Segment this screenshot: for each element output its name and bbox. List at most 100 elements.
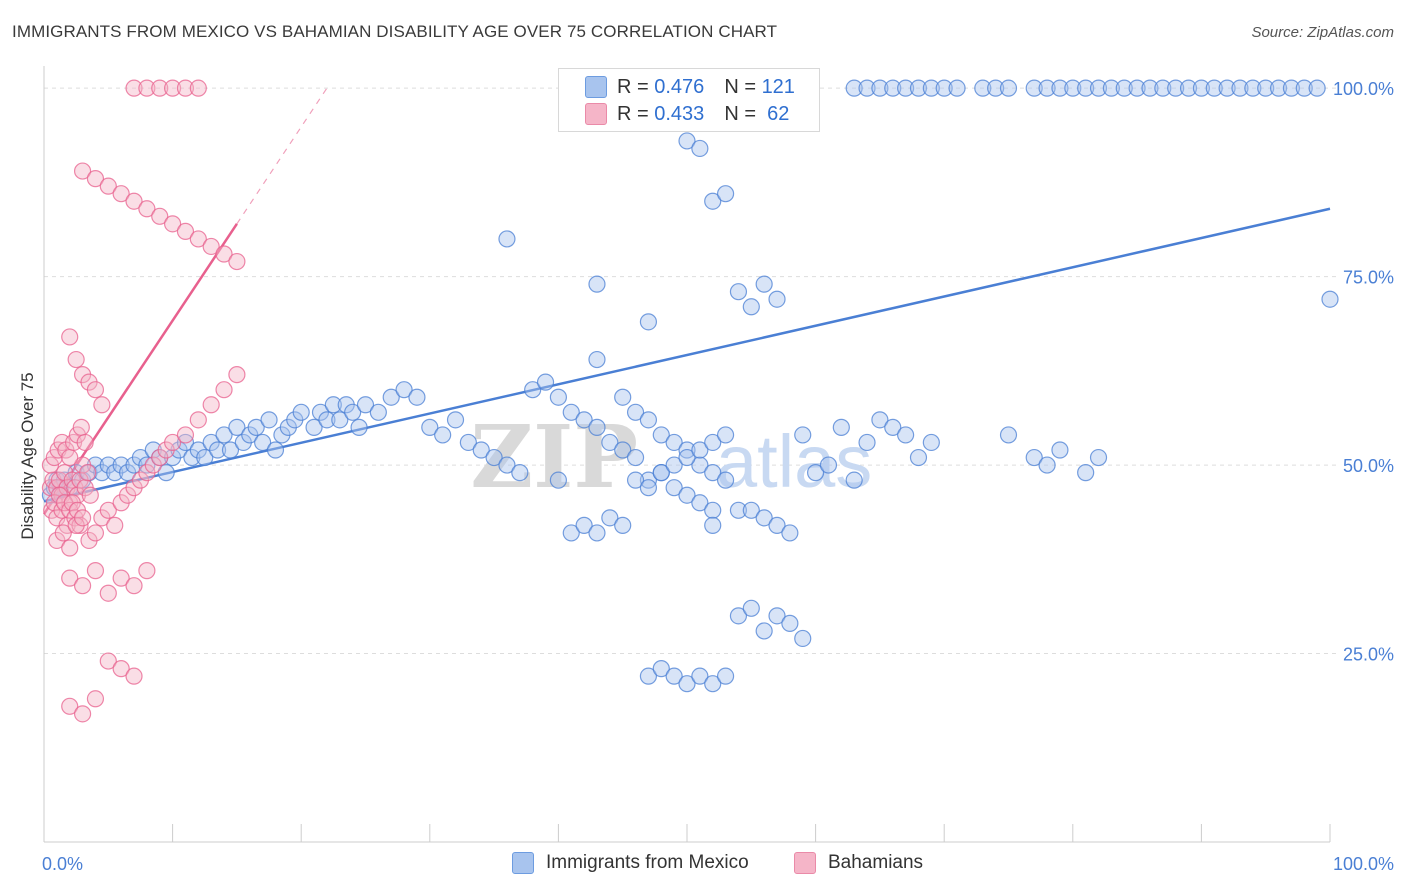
legend-n-value: 62 xyxy=(767,102,790,125)
point-bahamians xyxy=(73,162,92,180)
point-mexico xyxy=(1077,79,1095,97)
point-mexico xyxy=(678,486,696,504)
point-mexico xyxy=(1308,79,1326,97)
point-mexico xyxy=(215,426,233,444)
point-mexico xyxy=(665,667,683,685)
point-mexico xyxy=(704,464,722,482)
point-mexico xyxy=(768,290,786,308)
point-mexico xyxy=(1295,79,1313,97)
point-mexico xyxy=(318,411,336,429)
point-mexico xyxy=(704,192,722,210)
point-mexico xyxy=(897,79,915,97)
point-mexico xyxy=(665,456,683,474)
point-bahamians xyxy=(61,539,79,557)
point-mexico xyxy=(1244,79,1262,97)
point-bahamians xyxy=(99,652,117,670)
point-mexico xyxy=(845,471,863,489)
point-bahamians xyxy=(81,486,99,504)
point-bahamians xyxy=(164,79,182,97)
legend-row-mexico: R = 0.476 N = 121 xyxy=(585,75,795,99)
point-mexico xyxy=(1077,464,1095,482)
point-mexico xyxy=(897,426,915,444)
point-mexico xyxy=(485,448,503,467)
bottom-legend-label-bahamians: Bahamians xyxy=(828,852,924,873)
point-mexico xyxy=(768,516,786,534)
point-mexico xyxy=(781,524,799,542)
point-mexico xyxy=(1051,441,1069,459)
y-tick-label: 75.0% xyxy=(1343,268,1394,288)
point-mexico xyxy=(691,441,709,459)
legend-n-value: 121 xyxy=(761,75,795,98)
point-mexico xyxy=(652,426,670,444)
point-bahamians xyxy=(215,381,233,399)
point-bahamians xyxy=(86,690,105,708)
legend-r-value: 0.476 xyxy=(654,75,705,98)
point-mexico xyxy=(588,350,606,369)
point-bahamians xyxy=(99,584,117,602)
y-tick-label: 50.0% xyxy=(1343,456,1394,476)
point-mexico xyxy=(935,79,953,97)
point-bahamians xyxy=(61,328,79,346)
point-bahamians xyxy=(151,207,169,225)
point-mexico xyxy=(1205,79,1223,97)
bottom-legend-bahamians: Bahamians xyxy=(794,852,923,874)
data-points xyxy=(41,79,1339,723)
point-mexico xyxy=(575,411,593,429)
point-mexico xyxy=(691,456,709,474)
point-mexico xyxy=(858,433,876,452)
point-bahamians xyxy=(176,426,195,444)
point-mexico xyxy=(1089,448,1108,467)
point-mexico xyxy=(369,403,387,421)
point-bahamians xyxy=(189,79,207,97)
legend-r-value: 0.433 xyxy=(654,102,705,125)
point-mexico xyxy=(716,471,735,489)
point-bahamians xyxy=(164,433,182,452)
point-bahamians xyxy=(125,667,143,685)
point-mexico xyxy=(871,411,889,429)
point-mexico xyxy=(794,426,812,444)
point-mexico xyxy=(459,433,477,452)
point-mexico xyxy=(691,139,709,158)
point-mexico xyxy=(626,403,645,421)
bottom-legend-mexico: Immigrants from Mexico xyxy=(512,852,749,874)
legend-n-label: N = xyxy=(724,102,756,125)
point-mexico xyxy=(665,433,683,452)
point-mexico xyxy=(1269,79,1288,97)
correlation-legend: R = 0.476 N = 121 R = 0.433 N = 62 xyxy=(558,68,820,132)
point-mexico xyxy=(639,479,658,497)
point-bahamians xyxy=(176,222,195,240)
point-bahamians xyxy=(138,562,156,580)
point-bahamians xyxy=(228,366,246,384)
point-bahamians xyxy=(86,524,105,542)
legend-r-label: R = xyxy=(617,102,649,125)
point-mexico xyxy=(729,607,748,625)
point-bahamians xyxy=(106,516,124,534)
point-mexico xyxy=(974,79,992,97)
point-bahamians xyxy=(72,418,90,436)
point-bahamians xyxy=(61,697,79,715)
tick-labels: 100.0% 75.0% 50.0% 25.0% 0.0% 100.0% xyxy=(42,79,1394,874)
point-bahamians xyxy=(54,524,72,542)
point-mexico xyxy=(742,298,760,316)
point-mexico xyxy=(909,448,928,467)
point-bahamians xyxy=(99,177,117,195)
point-mexico xyxy=(1089,79,1108,97)
point-mexico xyxy=(1141,79,1159,97)
point-mexico xyxy=(157,464,175,482)
point-mexico xyxy=(421,418,439,436)
point-mexico xyxy=(434,426,452,444)
point-mexico xyxy=(588,275,606,293)
point-mexico xyxy=(446,411,465,429)
point-mexico xyxy=(794,629,812,648)
point-mexico xyxy=(472,441,490,459)
point-mexico xyxy=(260,411,278,429)
point-mexico xyxy=(614,516,632,534)
point-mexico xyxy=(1038,79,1056,97)
point-mexico xyxy=(845,79,863,97)
chart-title: IMMIGRANTS FROM MEXICO VS BAHAMIAN DISAB… xyxy=(12,22,778,41)
point-mexico xyxy=(768,607,786,625)
point-bahamians xyxy=(151,79,169,97)
trend-line-bahamians xyxy=(42,223,238,515)
point-mexico xyxy=(871,79,889,97)
point-mexico xyxy=(1192,79,1211,97)
